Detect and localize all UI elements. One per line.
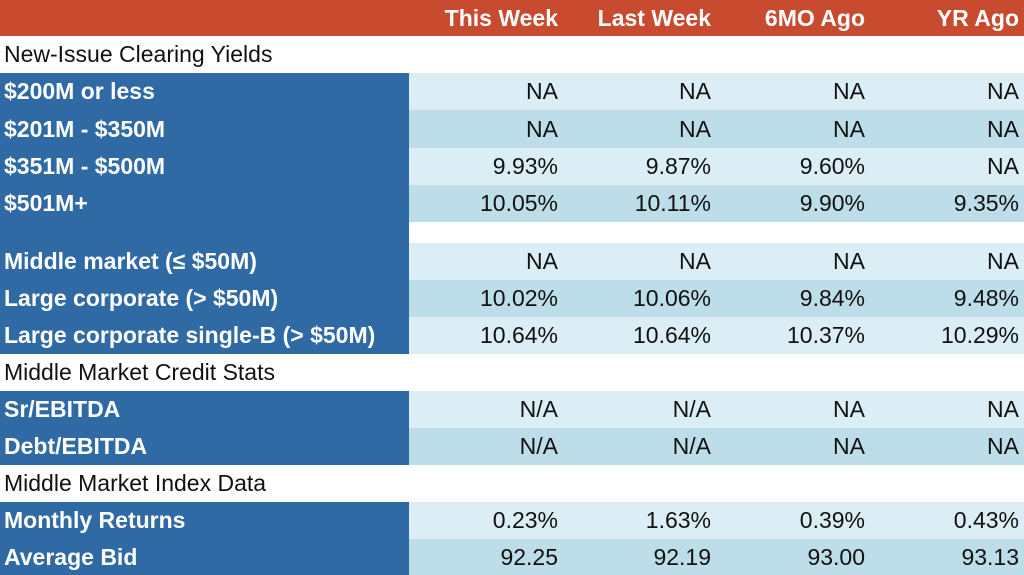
row-label: Monthly Returns bbox=[0, 502, 409, 539]
table-row: Average Bid 92.25 92.19 93.00 93.13 bbox=[0, 539, 1024, 575]
cell-yr-ago: NA bbox=[870, 73, 1024, 110]
row-label: Debt/EBITDA bbox=[0, 428, 409, 465]
cell-this-week: 10.02% bbox=[409, 280, 563, 317]
header-yr-ago: YR Ago bbox=[936, 4, 1019, 31]
cell-this-week: NA bbox=[409, 110, 563, 148]
cell-last-week: NA bbox=[563, 110, 716, 148]
section-title: Middle Market Credit Stats bbox=[4, 359, 275, 385]
table-header: This Week Last Week 6MO Ago YR Ago bbox=[0, 0, 1024, 36]
row-label: Large corporate single-B (> $50M) bbox=[0, 317, 409, 354]
section-title: New-Issue Clearing Yields bbox=[4, 41, 273, 67]
row-label: Average Bid bbox=[0, 539, 409, 575]
cell-this-week: 10.05% bbox=[409, 185, 563, 222]
header-blank bbox=[0, 0, 409, 36]
section-title: Middle Market Index Data bbox=[4, 470, 267, 496]
row-label: $501M+ bbox=[0, 185, 409, 222]
cell-6mo-ago: NA bbox=[716, 73, 870, 110]
cell-last-week: N/A bbox=[563, 428, 716, 465]
cell-6mo-ago: NA bbox=[716, 243, 870, 280]
cell-last-week: 1.63% bbox=[563, 502, 716, 539]
table-row: Monthly Returns 0.23% 1.63% 0.39% 0.43% bbox=[0, 502, 1024, 539]
cell-this-week: 0.23% bbox=[409, 502, 563, 539]
cell-yr-ago: 93.13 bbox=[870, 539, 1024, 575]
row-label: $201M - $350M bbox=[0, 110, 409, 148]
cell-last-week: 10.64% bbox=[563, 317, 716, 354]
cell-last-week: 9.87% bbox=[563, 148, 716, 185]
cell-last-week: N/A bbox=[563, 391, 716, 428]
header-this-week: This Week bbox=[444, 4, 558, 31]
row-label: $200M or less bbox=[0, 73, 409, 110]
cell-last-week: 92.19 bbox=[563, 539, 716, 575]
table-row: $351M - $500M 9.93% 9.87% 9.60% NA bbox=[0, 148, 1024, 185]
row-divider bbox=[0, 222, 1024, 243]
header-last-week: Last Week bbox=[597, 4, 711, 31]
cell-yr-ago: NA bbox=[870, 110, 1024, 148]
cell-6mo-ago: 9.84% bbox=[716, 280, 870, 317]
cell-yr-ago: 9.35% bbox=[870, 185, 1024, 222]
cell-6mo-ago: 10.37% bbox=[716, 317, 870, 354]
cell-yr-ago: NA bbox=[870, 243, 1024, 280]
cell-this-week: 10.64% bbox=[409, 317, 563, 354]
cell-yr-ago: NA bbox=[870, 148, 1024, 185]
row-label: Large corporate (> $50M) bbox=[0, 280, 409, 317]
cell-this-week: NA bbox=[409, 243, 563, 280]
row-label: $351M - $500M bbox=[0, 148, 409, 185]
table-row: $501M+ 10.05% 10.11% 9.90% 9.35% bbox=[0, 185, 1024, 222]
cell-this-week: N/A bbox=[409, 428, 563, 465]
cell-this-week: NA bbox=[409, 73, 563, 110]
table-row: $201M - $350M NA NA NA NA bbox=[0, 110, 1024, 148]
cell-last-week: NA bbox=[563, 73, 716, 110]
cell-last-week: 10.11% bbox=[563, 185, 716, 222]
header-6mo-ago: 6MO Ago bbox=[764, 4, 865, 31]
cell-6mo-ago: 9.60% bbox=[716, 148, 870, 185]
table-row: Large corporate (> $50M) 10.02% 10.06% 9… bbox=[0, 280, 1024, 317]
cell-6mo-ago: 93.00 bbox=[716, 539, 870, 575]
cell-this-week: 92.25 bbox=[409, 539, 563, 575]
cell-last-week: NA bbox=[563, 243, 716, 280]
cell-6mo-ago: NA bbox=[716, 110, 870, 148]
table-row: $200M or less NA NA NA NA bbox=[0, 73, 1024, 110]
table-row: Sr/EBITDA N/A N/A NA NA bbox=[0, 391, 1024, 428]
cell-6mo-ago: NA bbox=[716, 428, 870, 465]
cell-this-week: N/A bbox=[409, 391, 563, 428]
row-label: Sr/EBITDA bbox=[0, 391, 409, 428]
cell-6mo-ago: NA bbox=[716, 391, 870, 428]
section-new-issue: New-Issue Clearing Yields bbox=[0, 36, 1024, 73]
cell-yr-ago: 0.43% bbox=[870, 502, 1024, 539]
section-credit-stats: Middle Market Credit Stats bbox=[0, 354, 1024, 391]
divider-label-block bbox=[0, 222, 409, 243]
cell-last-week: 10.06% bbox=[563, 280, 716, 317]
cell-yr-ago: NA bbox=[870, 428, 1024, 465]
cell-6mo-ago: 0.39% bbox=[716, 502, 870, 539]
table-row: Large corporate single-B (> $50M) 10.64%… bbox=[0, 317, 1024, 354]
cell-this-week: 9.93% bbox=[409, 148, 563, 185]
cell-yr-ago: NA bbox=[870, 391, 1024, 428]
row-label: Middle market (≤ $50M) bbox=[0, 243, 409, 280]
section-index-data: Middle Market Index Data bbox=[0, 465, 1024, 502]
cell-yr-ago: 10.29% bbox=[870, 317, 1024, 354]
cell-yr-ago: 9.48% bbox=[870, 280, 1024, 317]
table-row: Middle market (≤ $50M) NA NA NA NA bbox=[0, 243, 1024, 280]
cell-6mo-ago: 9.90% bbox=[716, 185, 870, 222]
table-row: Debt/EBITDA N/A N/A NA NA bbox=[0, 428, 1024, 465]
